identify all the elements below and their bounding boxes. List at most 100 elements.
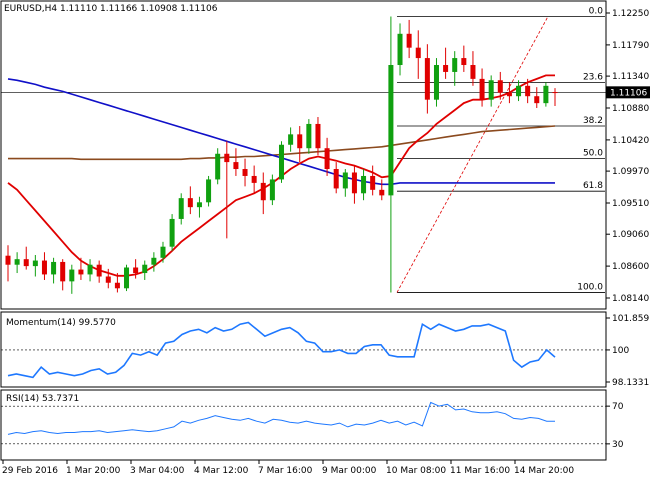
price-tick-label: 1.10420	[612, 136, 649, 146]
candle	[41, 252, 47, 280]
fib-level-label: 38.2	[583, 116, 603, 126]
candle	[397, 23, 403, 76]
candle	[187, 186, 193, 215]
candle-body	[215, 153, 221, 180]
candle	[278, 141, 285, 183]
candle-body	[196, 202, 202, 208]
candle-body	[32, 260, 38, 267]
candle	[388, 16, 394, 293]
candle-body	[397, 33, 403, 66]
x-tick-label: 10 Mar 08:00	[386, 466, 446, 476]
candle-body	[23, 259, 29, 267]
candle-body	[5, 255, 11, 265]
x-tick-label: 11 Mar 16:00	[450, 466, 510, 476]
candle-body	[543, 85, 549, 104]
candle	[5, 245, 11, 282]
rsi-line	[7, 401, 555, 435]
x-tick-label: 3 Mar 04:00	[130, 466, 185, 476]
candle-body	[233, 162, 239, 170]
candle-body	[488, 80, 494, 100]
rsi-panel-frame	[0, 389, 607, 461]
candle	[342, 169, 348, 197]
candle-body	[51, 261, 57, 275]
candle	[479, 68, 485, 107]
x-tick-label: 29 Feb 2016	[2, 466, 58, 476]
price-tick-label: 1.09510	[612, 199, 649, 209]
price-tick-label: 1.09060	[612, 230, 649, 240]
candle-body	[133, 267, 139, 274]
fib-level-label: 61.8	[583, 181, 603, 191]
candle-body	[525, 85, 531, 97]
candle	[506, 82, 512, 104]
candle	[552, 88, 558, 107]
candle	[224, 141, 230, 239]
last-price-tag	[606, 86, 650, 99]
candle	[516, 80, 522, 102]
candle	[461, 45, 467, 72]
candle	[288, 127, 294, 152]
candle	[433, 58, 439, 107]
candle	[488, 75, 494, 107]
momentum-line	[7, 321, 556, 379]
candle-body	[41, 260, 47, 275]
fib-level-label: 100.0	[577, 282, 603, 292]
rsi-layer	[1, 401, 606, 445]
candle	[242, 158, 248, 187]
candle	[124, 264, 130, 292]
candle-body	[224, 153, 230, 163]
price-tick-label: 1.10880	[612, 104, 649, 114]
x-tick-label: 4 Mar 12:00	[194, 466, 249, 476]
candle-body	[60, 261, 66, 282]
price-panel-frame	[0, 0, 607, 310]
price-tick-label: 1.12250	[612, 9, 649, 19]
candle	[23, 246, 29, 270]
candle	[470, 51, 476, 86]
momentum-tick-label: 100	[612, 346, 629, 356]
fib-trend-line	[396, 16, 549, 293]
candle	[114, 273, 120, 293]
candle-body	[87, 264, 93, 275]
candle-body	[333, 169, 339, 189]
candle-body	[78, 269, 84, 275]
candle-body	[187, 198, 193, 208]
candle-body	[452, 58, 458, 72]
candle-body	[251, 175, 257, 183]
chart-header: EURUSD,H4 1.11110 1.11166 1.10908 1.1110…	[4, 4, 218, 14]
candle-body	[96, 264, 102, 277]
x-tick-label: 7 Mar 16:00	[258, 466, 313, 476]
candle-body	[260, 182, 266, 201]
last-price-tag-label: 1.11106	[610, 88, 647, 98]
candle	[543, 82, 549, 107]
candle-body	[424, 58, 430, 100]
candle-body	[169, 218, 175, 247]
candle	[206, 175, 212, 207]
candle	[32, 255, 38, 277]
candle-body	[388, 65, 394, 196]
price-tick-label: 1.11340	[612, 72, 649, 82]
candle-body	[315, 123, 321, 149]
candle-body	[206, 179, 212, 203]
candle-body	[142, 264, 148, 274]
candle	[60, 259, 66, 291]
candle	[233, 148, 239, 176]
axis-layer: 1.12250 1.11790 1.11340 1.10880 1.10420 1.099…	[2, 9, 650, 476]
candle	[443, 47, 449, 79]
momentum-label: Momentum(14) 99.5770	[6, 318, 116, 328]
price-tick-label: 1.09970	[612, 167, 649, 177]
candle	[525, 78, 531, 104]
candle	[415, 30, 421, 79]
fib-level-label: 0.0	[589, 6, 604, 16]
candle	[379, 179, 385, 201]
candle	[361, 169, 367, 201]
candle-body	[14, 259, 20, 265]
candle	[69, 264, 75, 294]
momentum-layer	[1, 321, 606, 379]
candle-body	[324, 148, 330, 170]
fib-level-label: 23.6	[583, 72, 603, 82]
rsi-label: RSI(14) 53.7371	[6, 394, 79, 404]
candle-body	[370, 175, 376, 190]
candle-body	[151, 257, 157, 265]
